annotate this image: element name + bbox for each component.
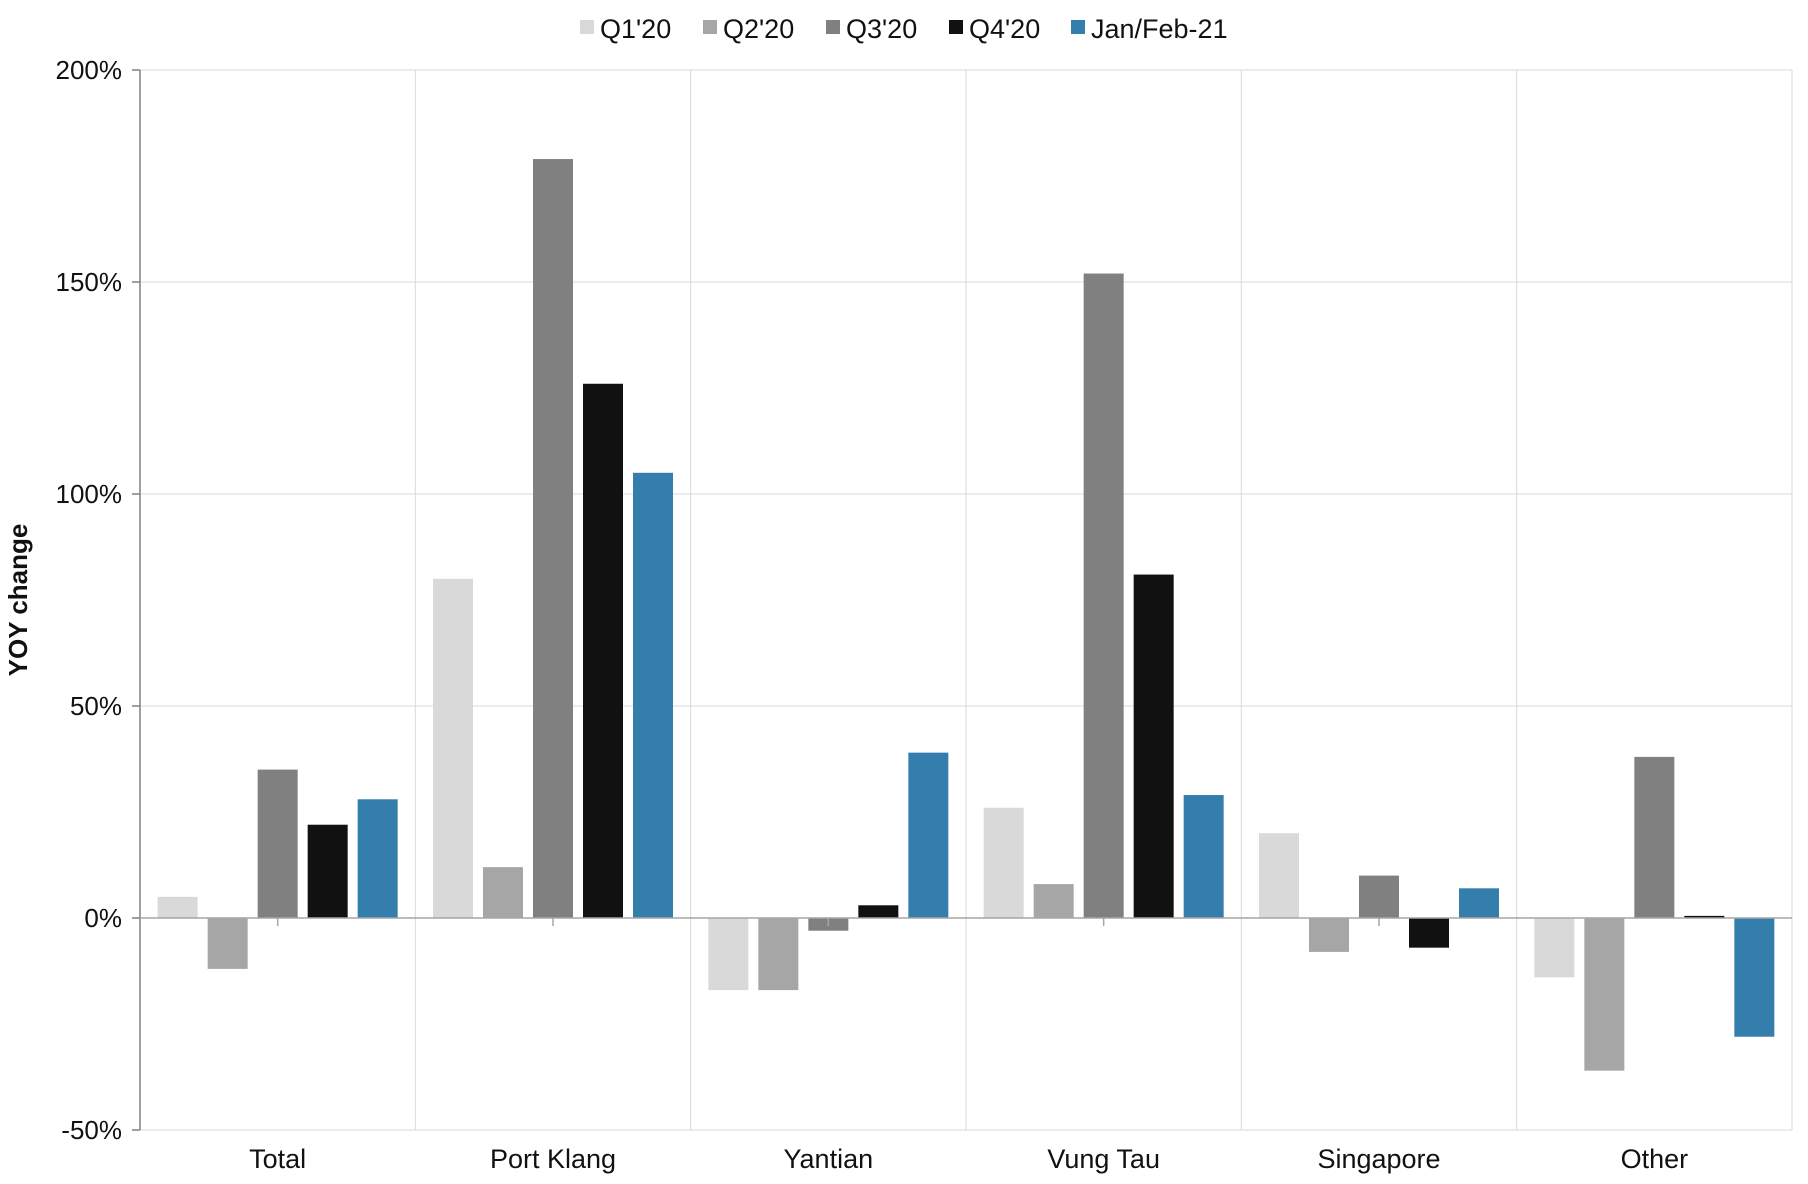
bar [1684,915,1725,918]
legend-swatch [949,20,963,34]
x-category-label: Total [249,1144,306,1174]
legend-item[interactable]: Q2'20 [703,14,794,44]
bar [1584,918,1625,1071]
bar [533,159,573,919]
bar [307,824,348,918]
bar [1183,795,1224,918]
x-category-label: Yantian [784,1144,874,1174]
y-axis-label: YOY change [3,524,33,677]
bar [483,867,523,918]
bar [257,769,298,918]
bars [157,159,1775,1071]
bar [633,472,673,918]
bar [1133,574,1174,918]
bar [758,918,799,991]
legend-item[interactable]: Q1'20 [580,14,671,44]
legend[interactable]: Q1'20 Q2'20 Q3'20 Q4'20 Jan/Feb-21 [580,14,1228,44]
bar [1083,273,1124,918]
legend-swatch [580,20,594,34]
bar [207,918,248,969]
bar [583,383,623,918]
legend-label: Q3'20 [846,14,917,44]
y-tick-labels: -50% 0% 50% 100% 150% 200% [56,55,123,1145]
bar [1259,833,1299,918]
y-tick-label: 100% [56,479,123,509]
bar [1534,918,1575,978]
bar [1459,888,1499,918]
bar [708,918,749,991]
bar [908,752,949,918]
legend-swatch [703,20,717,34]
bar [357,799,398,918]
y-tick-label: 0% [84,903,122,933]
legend-label: Jan/Feb-21 [1091,14,1228,44]
bar [1359,875,1399,918]
legend-swatch [1071,20,1085,34]
x-category-label: Singapore [1317,1144,1440,1174]
legend-item[interactable]: Q3'20 [826,14,917,44]
legend-label: Q4'20 [969,14,1040,44]
bar [983,807,1024,918]
y-tick-label: 150% [56,267,123,297]
legend-label: Q1'20 [600,14,671,44]
y-tick-label: -50% [61,1115,122,1145]
bar [433,578,473,918]
legend-item[interactable]: Jan/Feb-21 [1071,14,1228,44]
bar [858,905,899,918]
x-category-label: Vung Tau [1047,1144,1160,1174]
bar [1634,756,1675,918]
bar [1033,884,1074,918]
x-category-labels: Total Port Klang Yantian Vung Tau Singapore O… [249,1144,1688,1174]
bar [1734,918,1775,1037]
y-tick-label: 200% [56,55,123,85]
legend-item[interactable]: Q4'20 [949,14,1040,44]
x-category-label: Port Klang [490,1144,616,1174]
legend-label: Q2'20 [723,14,794,44]
x-category-label: Other [1621,1144,1689,1174]
y-tick-label: 50% [70,691,122,721]
legend-swatch [826,20,840,34]
axes [132,69,1792,1131]
bar [1309,918,1349,952]
bar [1409,918,1449,948]
bar [157,896,198,918]
